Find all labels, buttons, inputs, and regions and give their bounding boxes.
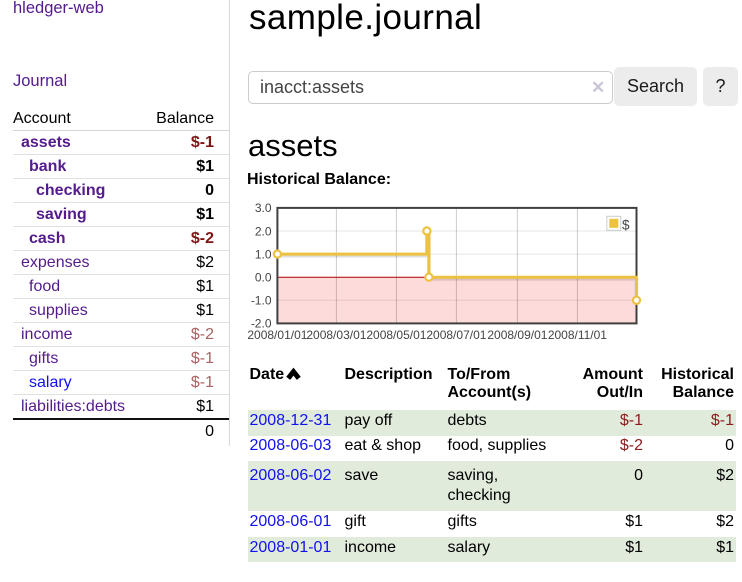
svg-text:1.0: 1.0 [255, 247, 272, 261]
svg-text:2008/09/01: 2008/09/01 [487, 328, 547, 342]
svg-text:2008/07/01: 2008/07/01 [426, 328, 486, 342]
svg-text:-2.0: -2.0 [251, 317, 272, 331]
svg-text:2008/01/01: 2008/01/01 [247, 328, 307, 342]
svg-text:3.0: 3.0 [255, 201, 272, 215]
svg-text:2008/03/01: 2008/03/01 [306, 328, 366, 342]
svg-text:-1.0: -1.0 [251, 294, 272, 308]
svg-text:$: $ [622, 218, 630, 233]
svg-text:2.0: 2.0 [255, 224, 272, 238]
svg-text:2008/11/01: 2008/11/01 [548, 328, 607, 342]
svg-text:0.0: 0.0 [255, 271, 272, 285]
svg-text:2008/05/01: 2008/05/01 [366, 328, 426, 342]
